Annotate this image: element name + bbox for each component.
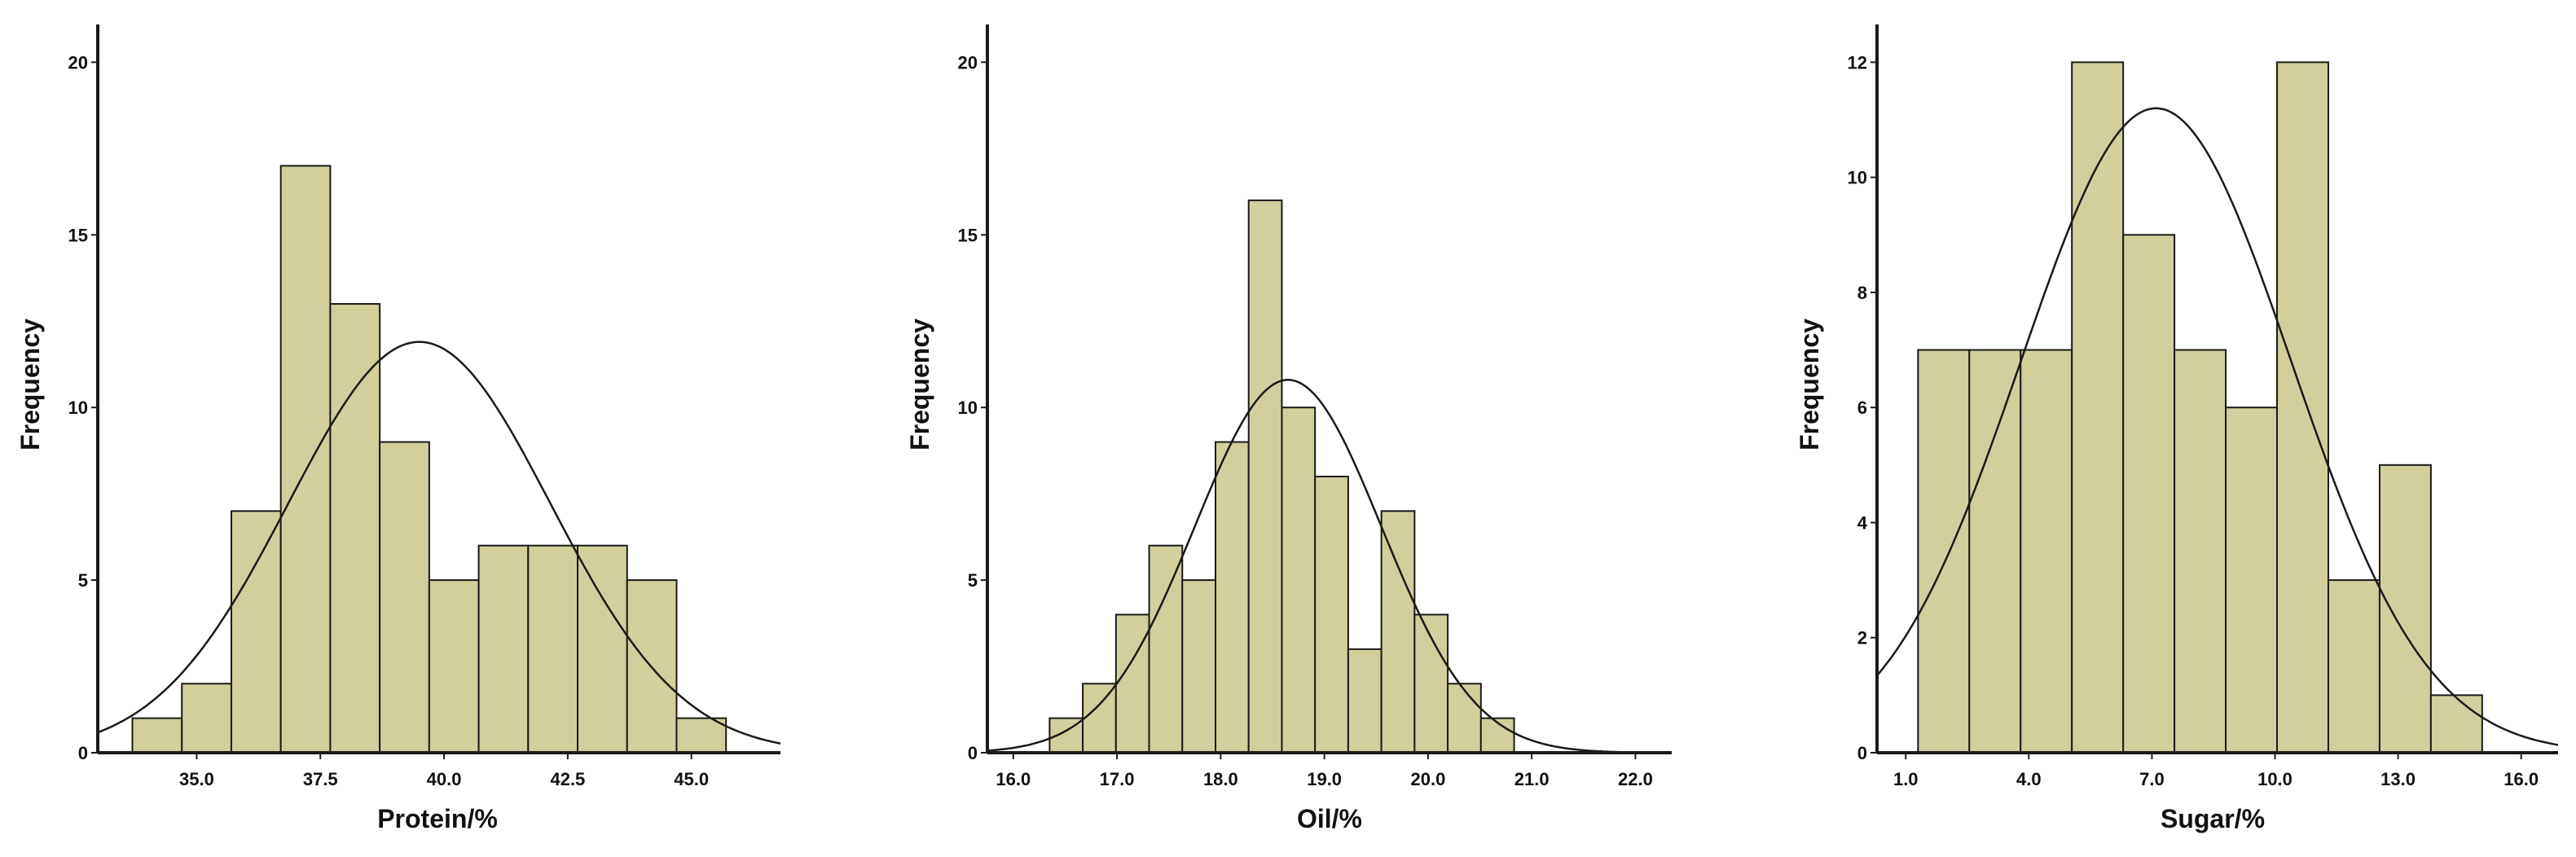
sugar-y-tick-label: 4 <box>1857 512 1868 533</box>
protein-x-axis-title: Protein/% <box>377 804 498 833</box>
oil-normal-curve <box>987 379 1672 754</box>
sugar-y-tick-label: 0 <box>1857 743 1867 763</box>
protein-histogram-panel: Frequency Protein/% 0 5 10 15 20 35.0 37.5 40.0… <box>15 24 781 833</box>
oil-y-axis-title: Frequency <box>905 319 934 450</box>
protein-y-tick-label: 0 <box>78 743 88 763</box>
protein-bar-3 <box>279 165 332 754</box>
oil-x-tick-label: 20.0 <box>1410 769 1445 789</box>
oil-bar-9 <box>1347 648 1383 754</box>
sugar-x-tick-label: 4.0 <box>2016 769 2042 789</box>
protein-x-tick-label: 37.5 <box>303 769 338 789</box>
oil-bar-8 <box>1314 475 1349 754</box>
sugar-normal-curve <box>1876 107 2559 746</box>
protein-bar-9 <box>577 544 628 754</box>
protein-bar-5 <box>379 441 430 754</box>
sugar-bar-7 <box>2276 61 2329 754</box>
protein-y-tick-label: 10 <box>68 398 88 418</box>
protein-y-axis-title: Frequency <box>15 319 45 450</box>
oil-y-tick-label: 5 <box>968 570 978 591</box>
protein-x-tick-label: 42.5 <box>550 769 585 789</box>
oil-y-tick-label: 20 <box>958 52 978 73</box>
protein-x-tick-label: 35.0 <box>179 769 214 789</box>
sugar-bar-0 <box>1917 349 1971 754</box>
oil-x-tick-label: 22.0 <box>1618 769 1653 789</box>
sugar-bar-9 <box>2378 464 2432 754</box>
protein-y-tick-label: 15 <box>68 225 88 245</box>
protein-normal-curve <box>97 341 781 745</box>
oil-x-tick-label: 16.0 <box>996 769 1031 789</box>
protein-y-tick-label: 20 <box>68 52 88 73</box>
sugar-y-tick-label: 8 <box>1857 283 1867 303</box>
protein-x-tick-label: 40.0 <box>427 769 462 789</box>
oil-bar-6 <box>1247 199 1283 754</box>
sugar-x-tick-label: 1.0 <box>1893 769 1919 789</box>
protein-bar-6 <box>428 579 480 754</box>
oil-y-tick-label: 10 <box>958 398 978 418</box>
sugar-x-tick-label: 13.0 <box>2380 769 2416 789</box>
sugar-bar-6 <box>2225 407 2279 754</box>
oil-bar-1 <box>1082 683 1117 754</box>
protein-bars <box>131 165 728 754</box>
sugar-bar-10 <box>2429 694 2483 754</box>
sugar-y-tick-label: 2 <box>1857 628 1867 648</box>
oil-bar-5 <box>1215 441 1250 754</box>
oil-x-tick-label: 17.0 <box>1100 769 1135 789</box>
oil-bar-12 <box>1447 683 1482 754</box>
protein-x-tick-label: 45.0 <box>674 769 709 789</box>
oil-y-tick-label: 15 <box>958 225 978 245</box>
sugar-x-tick-label: 7.0 <box>2139 769 2165 789</box>
oil-bars <box>1048 199 1515 754</box>
sugar-bar-8 <box>2327 579 2380 754</box>
oil-bar-4 <box>1181 579 1216 754</box>
oil-y-tick-label: 0 <box>968 743 978 763</box>
oil-x-tick-label: 18.0 <box>1203 769 1238 789</box>
oil-bar-11 <box>1413 613 1449 754</box>
oil-x-tick-label: 19.0 <box>1307 769 1342 789</box>
sugar-x-axis-title: Sugar/% <box>2161 804 2265 833</box>
sugar-y-tick-label: 12 <box>1848 52 1867 73</box>
protein-bar-8 <box>527 544 579 754</box>
oil-x-axis-title: Oil/% <box>1297 804 1362 833</box>
oil-bar-7 <box>1281 407 1317 754</box>
sugar-y-axis-title: Frequency <box>1795 319 1824 450</box>
oil-bar-2 <box>1114 613 1150 754</box>
sugar-bar-2 <box>2020 349 2073 754</box>
sugar-histogram-panel: Frequency Sugar/% 0 2 4 6 8 10 12 1.0 4.0 7.0 10.0… <box>1795 24 2559 833</box>
sugar-y-tick-label: 10 <box>1848 168 1867 188</box>
oil-x-tick-label: 21.0 <box>1514 769 1550 789</box>
sugar-bar-3 <box>2071 61 2125 754</box>
protein-bar-1 <box>181 683 232 754</box>
protein-bar-2 <box>230 510 282 754</box>
sugar-bars <box>1917 61 2483 754</box>
sugar-x-tick-label: 10.0 <box>2257 769 2292 789</box>
protein-y-tick-label: 5 <box>78 570 88 591</box>
oil-bar-3 <box>1148 544 1184 754</box>
protein-bar-0 <box>131 717 183 754</box>
sugar-bar-4 <box>2122 234 2176 754</box>
sugar-y-tick-label: 6 <box>1857 398 1867 418</box>
protein-bar-7 <box>477 544 530 754</box>
protein-bar-4 <box>329 303 381 754</box>
sugar-bar-1 <box>1968 349 2022 754</box>
sugar-x-tick-label: 16.0 <box>2503 769 2539 789</box>
sugar-bar-5 <box>2174 349 2227 754</box>
oil-bar-10 <box>1380 510 1416 754</box>
oil-histogram-panel: Frequency Oil/% 0 5 10 15 20 16.0 17.0 18.0 19.0… <box>905 24 1672 833</box>
